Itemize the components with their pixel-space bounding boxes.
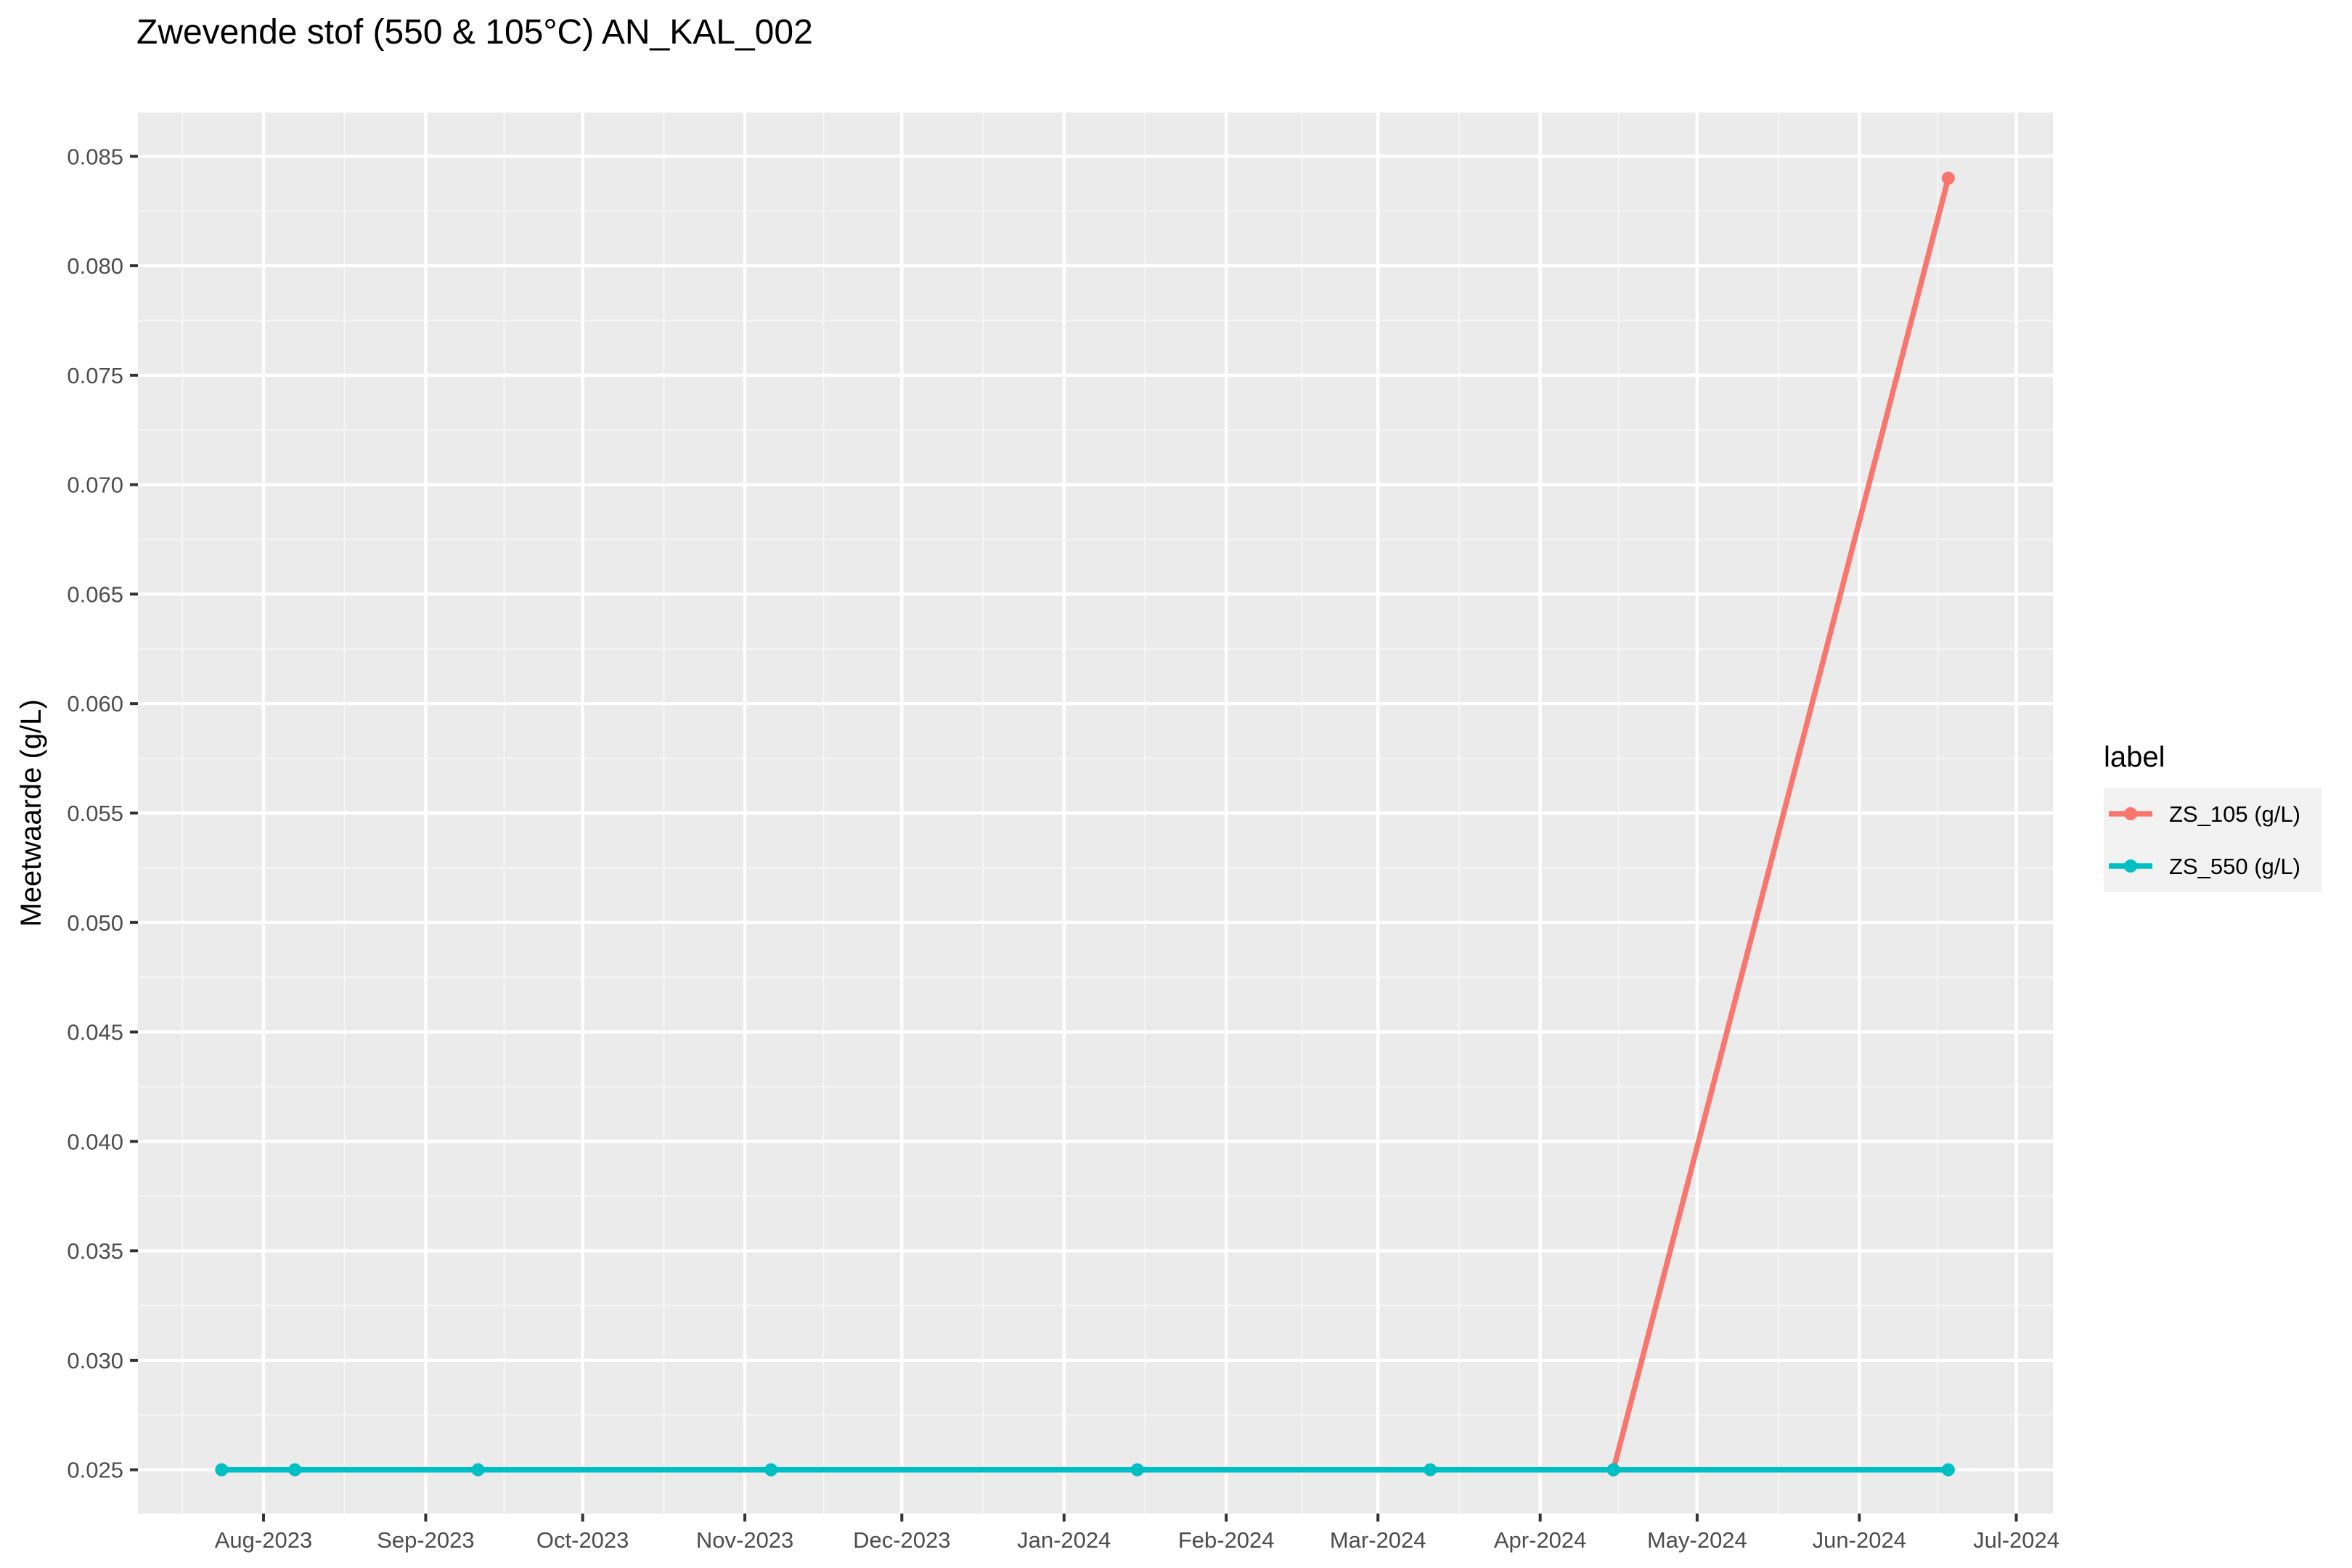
data-point-zs-550 (1424, 1463, 1437, 1477)
data-point-zs-550 (764, 1463, 778, 1477)
legend-key-background (2104, 788, 2322, 892)
legend-label-zs-550: ZS_550 (g/L) (2169, 854, 2300, 879)
legend: label ZS_105 (g/L) ZS_550 (g/L) (2104, 741, 2322, 892)
y-tick-label: 0.025 (67, 1458, 123, 1483)
y-tick-label: 0.060 (67, 691, 123, 716)
x-tick-label: Jul-2024 (1973, 1527, 2059, 1553)
x-tick-label: Sep-2023 (377, 1527, 474, 1553)
x-tick-label: Jan-2024 (1017, 1527, 1111, 1553)
y-axis-title: Meetwaarde (g/L) (15, 699, 47, 926)
y-tick-label: 0.070 (67, 473, 123, 498)
legend-label-zs-105: ZS_105 (g/L) (2169, 801, 2300, 827)
y-tick-label: 0.075 (67, 363, 123, 388)
y-tick-label: 0.085 (67, 144, 123, 169)
chart-title: Zwevende stof (550 & 105°C) AN_KAL_002 (136, 13, 813, 52)
y-tick-label: 0.050 (67, 910, 123, 936)
x-tick-label: Apr-2024 (1494, 1527, 1587, 1553)
major-gridlines (138, 113, 2053, 1514)
data-point-zs-550 (1130, 1463, 1144, 1477)
data-point-zs-550 (215, 1463, 229, 1477)
series-layer (215, 171, 1955, 1477)
data-point-zs-550 (471, 1463, 485, 1477)
y-tick-label: 0.055 (67, 801, 123, 826)
legend-title: label (2104, 741, 2165, 773)
data-point-zs-550 (1606, 1463, 1620, 1477)
x-tick-label: Jun-2024 (1813, 1527, 1906, 1553)
data-point-zs-550 (1941, 1463, 1955, 1477)
y-tick-label: 0.035 (67, 1238, 123, 1264)
data-point-zs-550 (288, 1463, 302, 1477)
x-tick-label: May-2024 (1647, 1527, 1747, 1553)
y-tick-label: 0.030 (67, 1348, 123, 1373)
x-tick-label: Feb-2024 (1178, 1527, 1275, 1553)
y-tick-label: 0.065 (67, 581, 123, 607)
legend-key-point-zs-105 (2124, 807, 2137, 820)
series-line-zs-105 (1610, 177, 1951, 1471)
legend-items: ZS_105 (g/L) ZS_550 (g/L) (2109, 801, 2300, 879)
y-tick-label: 0.045 (67, 1020, 123, 1045)
x-tick-label: Dec-2023 (853, 1527, 950, 1553)
data-point-zs-105 (1941, 171, 1955, 185)
x-tick-label: Oct-2023 (536, 1527, 629, 1553)
x-tick-label: Nov-2023 (696, 1527, 793, 1553)
y-tick-label: 0.080 (67, 253, 123, 279)
x-axis: Aug-2023 Sep-2023 Oct-2023 Nov-2023 Dec-2023… (215, 1514, 2059, 1553)
x-tick-label: Mar-2024 (1330, 1527, 1426, 1553)
x-tick-label: Aug-2023 (215, 1527, 312, 1553)
legend-key-point-zs-550 (2124, 859, 2137, 873)
y-axis: 0.025 0.030 0.035 0.040 0.045 0.050 0.055 0.060… (67, 144, 138, 1483)
y-tick-label: 0.040 (67, 1129, 123, 1154)
